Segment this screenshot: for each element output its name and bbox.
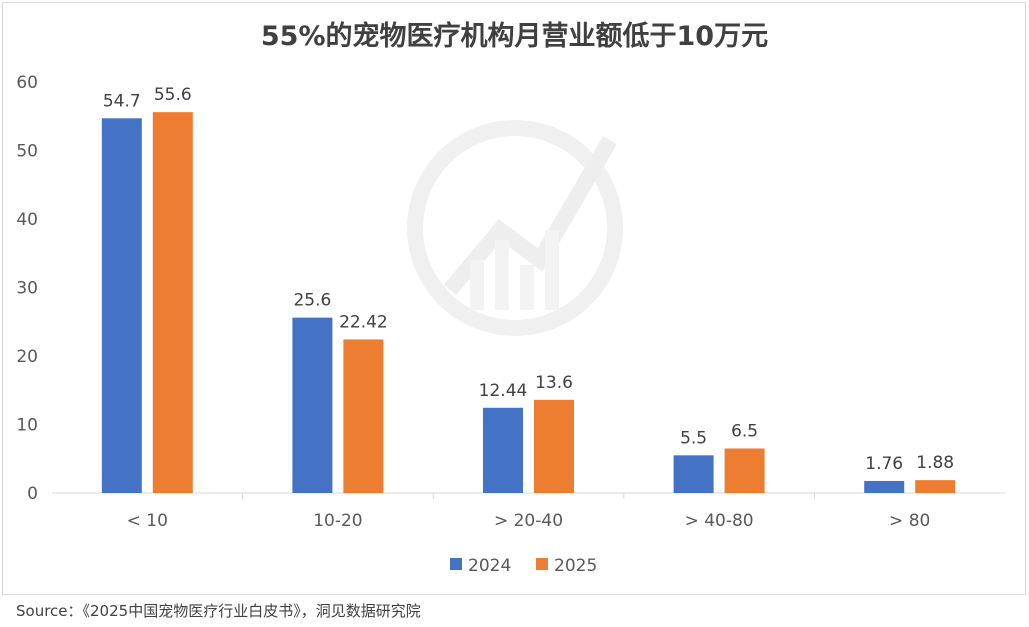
legend-swatch-2024 (450, 558, 462, 570)
bar-2024 (101, 118, 142, 494)
y-tick-label: 60 (16, 73, 38, 93)
bar-2025 (724, 448, 765, 493)
bar-2025 (534, 399, 574, 493)
watermark-bar (520, 265, 534, 310)
y-tick-label: 50 (16, 142, 38, 162)
data-label: 22.42 (339, 312, 388, 332)
bar-chart: 0 10 20 30 40 50 60 < 10 54.7 55.6 10-20 25.6 22.42 >… (16, 73, 1005, 576)
data-label: 25.6 (293, 291, 331, 311)
y-tick-label: 10 (16, 416, 38, 436)
data-label: 54.7 (103, 91, 141, 111)
data-label: 6.5 (731, 421, 758, 441)
bar-2024 (673, 455, 714, 493)
bar-2025 (915, 480, 956, 493)
x-tick-label: > 80 (889, 511, 930, 531)
bar-2025 (343, 339, 384, 493)
data-label: 55.6 (154, 85, 192, 105)
watermark-bar (545, 230, 559, 310)
legend-swatch-2025 (536, 558, 548, 570)
x-tick-label: > 20-40 (494, 511, 563, 531)
watermark-circle (407, 120, 623, 336)
bar-2024 (483, 407, 523, 493)
y-tick-label: 40 (16, 210, 38, 230)
x-tick-label: 10-20 (313, 511, 362, 531)
source-note: Source：《2025中国宠物医疗行业白皮书》，洞见数据研究院 (16, 602, 421, 620)
data-label: 12.44 (479, 381, 528, 401)
data-label: 1.88 (916, 453, 954, 473)
data-label: 5.5 (680, 428, 707, 448)
chart-title: 55%的宠物医疗机构月营业额低于10万元 (260, 21, 769, 52)
data-label: 13.6 (535, 373, 573, 393)
y-tick-label: 20 (16, 347, 38, 367)
y-tick-label: 30 (16, 279, 38, 299)
x-tick-label: < 10 (127, 511, 168, 531)
bar-2025 (152, 112, 193, 493)
y-tick-label: 0 (27, 484, 38, 504)
chart-frame (2, 2, 1026, 595)
bar-2024 (864, 480, 905, 493)
watermark-bar (495, 240, 509, 310)
data-label: 1.76 (865, 454, 903, 474)
bar-2024 (292, 317, 333, 493)
legend-label: 2024 (468, 556, 511, 576)
x-tick-label: > 40-80 (685, 511, 754, 531)
legend-label: 2025 (554, 556, 597, 576)
watermark-bar (470, 260, 484, 310)
